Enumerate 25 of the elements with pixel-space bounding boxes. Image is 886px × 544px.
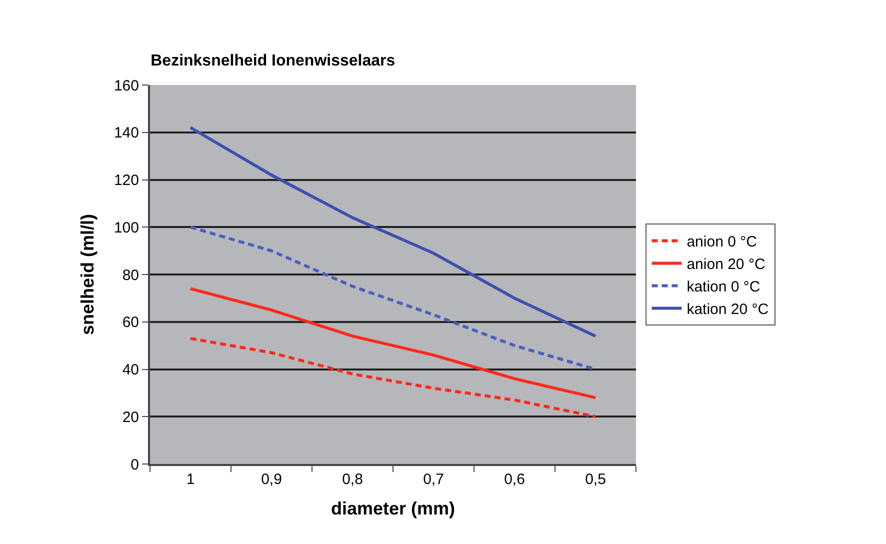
y-tick-label: 60 [122, 314, 139, 332]
y-tick-label: 120 [114, 172, 139, 189]
x-tick-label: 1 [186, 471, 195, 488]
line-series [189, 287, 597, 400]
x-tick-label: 0,8 [342, 471, 363, 488]
chart-title: Bezinksnelheid Ionenwisselaars [150, 52, 396, 70]
line-series [189, 336, 597, 418]
y-axis-title: snelheid (ml/l) [78, 214, 98, 336]
legend-label: kation 20 °C [686, 301, 769, 318]
y-tick-label: 140 [114, 124, 139, 142]
legend-label: anion 20 °C [686, 256, 766, 274]
x-tick-label: 0,5 [585, 471, 606, 488]
x-tick-label: 0,6 [504, 471, 525, 488]
y-tick-label: 160 [114, 77, 139, 94]
x-tick-label: 0,7 [423, 471, 444, 488]
legend-label: kation 0 °C [686, 278, 760, 296]
y-tick-label: 80 [122, 266, 139, 284]
y-tick-label: 100 [114, 219, 139, 236]
line-series [189, 126, 597, 338]
legend-label: anion 0 °C [686, 234, 758, 251]
y-tick-label: 0 [130, 456, 139, 474]
x-tick-label: 0,9 [261, 471, 282, 488]
y-tick-label: 20 [122, 408, 139, 426]
x-axis-title: diameter (mm) [330, 498, 456, 519]
y-tick-label: 40 [122, 362, 139, 378]
